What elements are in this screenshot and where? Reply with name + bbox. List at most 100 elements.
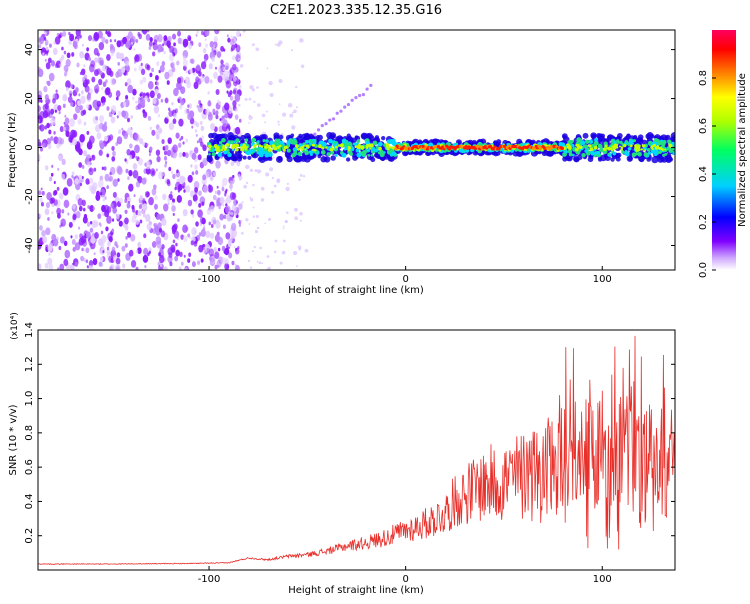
heatmap-cell — [153, 222, 158, 229]
heatmap-cell — [255, 144, 258, 147]
heatmap-cell — [89, 220, 93, 225]
heatmap-cell — [55, 89, 58, 93]
heatmap-cell — [212, 149, 215, 152]
heatmap-cell — [89, 227, 94, 233]
heatmap-cell — [195, 133, 198, 137]
heatmap-cell — [219, 213, 224, 221]
heatmap-cell — [144, 191, 150, 198]
heatmap-cell — [171, 66, 176, 73]
heatmap-cell — [233, 246, 236, 249]
heatmap-cell — [203, 184, 209, 194]
heatmap-cell — [223, 147, 227, 151]
heatmap-cell — [316, 128, 321, 132]
heatmap-cell — [208, 153, 211, 156]
heatmap-cell — [277, 123, 280, 126]
spectrogram-ytick-label: 40 — [24, 43, 35, 56]
heatmap-cell — [209, 256, 212, 261]
heatmap-cell — [84, 85, 90, 93]
spectrogram-ylabel: Frequency (Hz) — [7, 112, 18, 188]
heatmap-cell — [335, 145, 338, 149]
heatmap-cell — [107, 31, 112, 38]
heatmap-cell — [160, 98, 164, 103]
heatmap-cell — [110, 77, 116, 86]
heatmap-cell — [318, 140, 324, 146]
heatmap-cell — [635, 148, 639, 152]
heatmap-cell — [207, 184, 214, 193]
heatmap-cell — [365, 140, 370, 146]
heatmap-cell — [153, 105, 160, 114]
heatmap-cell — [142, 213, 146, 218]
heatmap-cell — [88, 184, 93, 192]
heatmap-cell — [89, 135, 95, 145]
heatmap-cell — [291, 153, 296, 158]
heatmap-cell — [168, 252, 173, 259]
heatmap-cell — [210, 123, 216, 131]
heatmap-cell — [149, 146, 153, 152]
heatmap-cell — [248, 223, 251, 225]
heatmap-cell — [633, 139, 637, 143]
heatmap-cell — [584, 149, 589, 153]
heatmap-cell — [182, 151, 186, 157]
heatmap-cell — [178, 104, 183, 110]
heatmap-cell — [375, 145, 379, 149]
heatmap-cell — [561, 143, 565, 146]
heatmap-cell — [124, 158, 127, 162]
heatmap-cell — [232, 89, 237, 95]
heatmap-cell — [59, 138, 65, 145]
heatmap-cell — [46, 192, 52, 201]
heatmap-cell — [298, 248, 302, 251]
heatmap-cell — [215, 114, 219, 120]
spectrogram-marks — [38, 30, 675, 270]
heatmap-cell — [45, 62, 51, 70]
heatmap-cell — [309, 152, 313, 156]
heatmap-cell — [326, 131, 333, 139]
heatmap-cell — [121, 127, 124, 131]
heatmap-cell — [106, 185, 110, 190]
spectrogram-frame — [37, 29, 676, 271]
heatmap-cell — [612, 151, 617, 156]
heatmap-cell — [86, 93, 91, 100]
heatmap-cell — [166, 149, 172, 157]
heatmap-cell — [349, 152, 353, 156]
heatmap-cell — [230, 222, 237, 231]
heatmap-cell — [227, 153, 232, 157]
heatmap-cell — [293, 109, 297, 114]
heatmap-cell — [279, 261, 283, 265]
heatmap-cell — [229, 140, 234, 145]
heatmap-cell — [125, 168, 129, 174]
heatmap-cell — [369, 147, 372, 150]
heatmap-cell — [276, 156, 283, 163]
heatmap-cell — [653, 148, 658, 154]
heatmap-cell — [38, 190, 42, 196]
heatmap-cell — [163, 266, 168, 270]
heatmap-cell — [149, 126, 153, 131]
heatmap-cell — [88, 167, 94, 176]
heatmap-cell — [75, 211, 81, 219]
heatmap-cell — [93, 47, 99, 56]
heatmap-cell — [664, 152, 668, 156]
heatmap-cell — [492, 140, 498, 145]
heatmap-cell — [238, 175, 243, 180]
heatmap-cell — [223, 214, 227, 219]
heatmap-cell — [588, 139, 594, 144]
heatmap-cell — [80, 255, 84, 262]
heatmap-cell — [124, 198, 128, 203]
heatmap-cell — [295, 144, 299, 148]
heatmap-cell — [668, 143, 672, 147]
heatmap-cell — [208, 248, 215, 257]
heatmap-cell — [265, 110, 268, 113]
heatmap-cell — [286, 156, 293, 163]
heatmap-cell — [298, 178, 301, 181]
heatmap-cell — [49, 176, 53, 182]
heatmap-cell — [202, 47, 207, 54]
heatmap-cell — [187, 199, 193, 207]
heatmap-cell — [62, 94, 68, 102]
heatmap-cell — [98, 261, 103, 267]
heatmap-cell — [71, 174, 74, 179]
heatmap-cell — [370, 147, 375, 152]
heatmap-cell — [78, 226, 81, 230]
heatmap-cell — [391, 151, 397, 157]
heatmap-cell — [185, 70, 188, 74]
snr-axes: -100 0 100 0.2 0.4 0.6 0.8 1.0 1.2 1.4 — [24, 322, 675, 585]
heatmap-cell — [256, 226, 260, 230]
